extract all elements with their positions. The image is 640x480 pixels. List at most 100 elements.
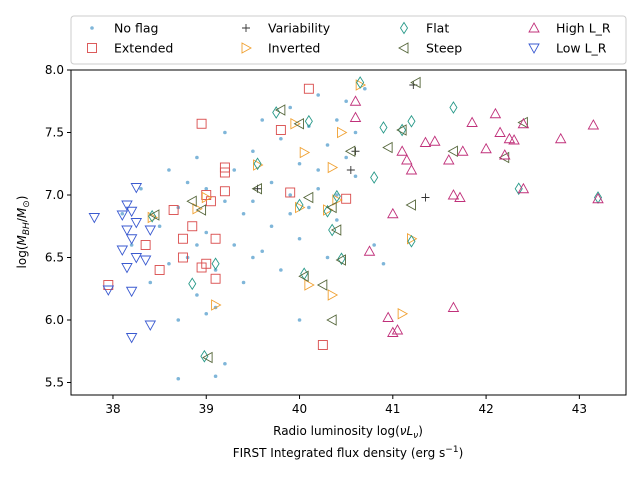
data-point: [272, 106, 281, 119]
data-point: [125, 333, 138, 344]
data-point: [407, 234, 416, 248]
legend-marker: [528, 43, 540, 54]
data-point: [251, 199, 255, 204]
data-point: [275, 125, 286, 135]
data-point: [210, 273, 221, 284]
data-point: [297, 318, 302, 322]
data-point: [129, 243, 134, 247]
data-point: [353, 130, 358, 135]
legend-label: Low L_R: [556, 41, 607, 56]
data-point: [316, 186, 320, 191]
data-point: [325, 143, 330, 147]
data-point: [121, 200, 133, 211]
data-point: [195, 293, 199, 297]
data-point: [304, 114, 313, 128]
data-point: [211, 257, 220, 271]
data-point: [211, 299, 222, 311]
data-point: [223, 361, 227, 366]
data-point: [177, 252, 188, 263]
data-point: [219, 167, 230, 178]
data-point: [223, 130, 227, 135]
data-point: [168, 205, 179, 215]
data-point: [449, 101, 458, 114]
legend-item-high-l-r: High L_R: [528, 21, 611, 36]
data-point: [307, 205, 311, 210]
data-point: [297, 236, 302, 241]
data-point: [379, 121, 388, 134]
points-layer: [88, 76, 604, 381]
data-point: [154, 265, 165, 275]
data-point: [326, 314, 337, 326]
legend-marker: [87, 43, 97, 53]
data-point: [353, 174, 358, 179]
y-axis-label: log(MBH/M⊙): [15, 196, 32, 269]
data-point: [251, 149, 255, 154]
legend-item-inverted: Inverted: [241, 41, 320, 56]
data-point: [176, 376, 181, 381]
data-point: [316, 93, 320, 97]
data-point: [130, 183, 143, 194]
y-tick-label: 7.0: [45, 188, 64, 202]
y-axis: 5.5 6.0 6.5 7.0 7.5 8.0: [45, 63, 71, 390]
data-point: [274, 104, 286, 116]
data-point: [429, 135, 441, 146]
data-point: [514, 182, 523, 196]
data-point: [489, 107, 502, 119]
data-point: [335, 193, 339, 197]
data-point: [139, 255, 152, 266]
data-point: [290, 117, 301, 130]
x-tick-label: 40: [292, 402, 307, 416]
data-point: [288, 105, 293, 110]
data-point: [210, 233, 221, 244]
data-point: [202, 351, 213, 364]
data-point: [125, 206, 138, 218]
data-point: [204, 186, 209, 191]
data-point: [335, 218, 339, 222]
x-axis-label-main: Radio luminosity log(νLν): [273, 424, 423, 441]
series-flat: [148, 76, 603, 363]
data-point: [370, 171, 379, 184]
data-point: [387, 326, 399, 337]
data-point: [293, 117, 304, 130]
data-point: [241, 280, 246, 285]
legend-item-low-l-r: Low L_R: [528, 41, 607, 56]
x-tick-label: 42: [478, 402, 493, 416]
data-point: [381, 261, 386, 266]
data-point: [253, 159, 264, 171]
data-point: [382, 141, 393, 154]
data-point: [332, 194, 343, 206]
y-tick-label: 6.5: [45, 251, 64, 265]
data-point: [288, 211, 293, 216]
data-point: [316, 279, 328, 291]
data-point: [157, 224, 162, 229]
plot-frame: [70, 69, 627, 396]
data-point: [121, 263, 133, 274]
legend-label: Steep: [426, 41, 462, 56]
data-point: [447, 189, 460, 200]
data-point: [139, 186, 143, 191]
data-point: [456, 145, 469, 156]
series-extended: [103, 83, 352, 350]
data-point: [397, 307, 409, 320]
legend-marker: [399, 21, 409, 35]
data-point: [447, 145, 458, 158]
data-point: [447, 301, 460, 312]
data-point: [297, 161, 302, 166]
data-point: [148, 209, 157, 223]
legend: No flag Extended Variability Inverted Flat St…: [70, 15, 627, 65]
y-tick-label: 8.0: [45, 63, 64, 77]
data-point: [288, 193, 293, 197]
data-point: [304, 279, 315, 291]
data-point: [363, 86, 367, 91]
data-point: [330, 224, 342, 236]
legend-item-variability: Variability: [242, 21, 331, 36]
data-point: [185, 180, 190, 185]
data-point: [201, 191, 213, 204]
data-point: [195, 155, 199, 160]
series-no-flag: [120, 86, 386, 381]
legend-label: Inverted: [268, 41, 320, 56]
data-point: [341, 193, 352, 204]
data-point: [125, 286, 138, 298]
data-point: [200, 349, 209, 363]
data-point: [130, 253, 143, 264]
